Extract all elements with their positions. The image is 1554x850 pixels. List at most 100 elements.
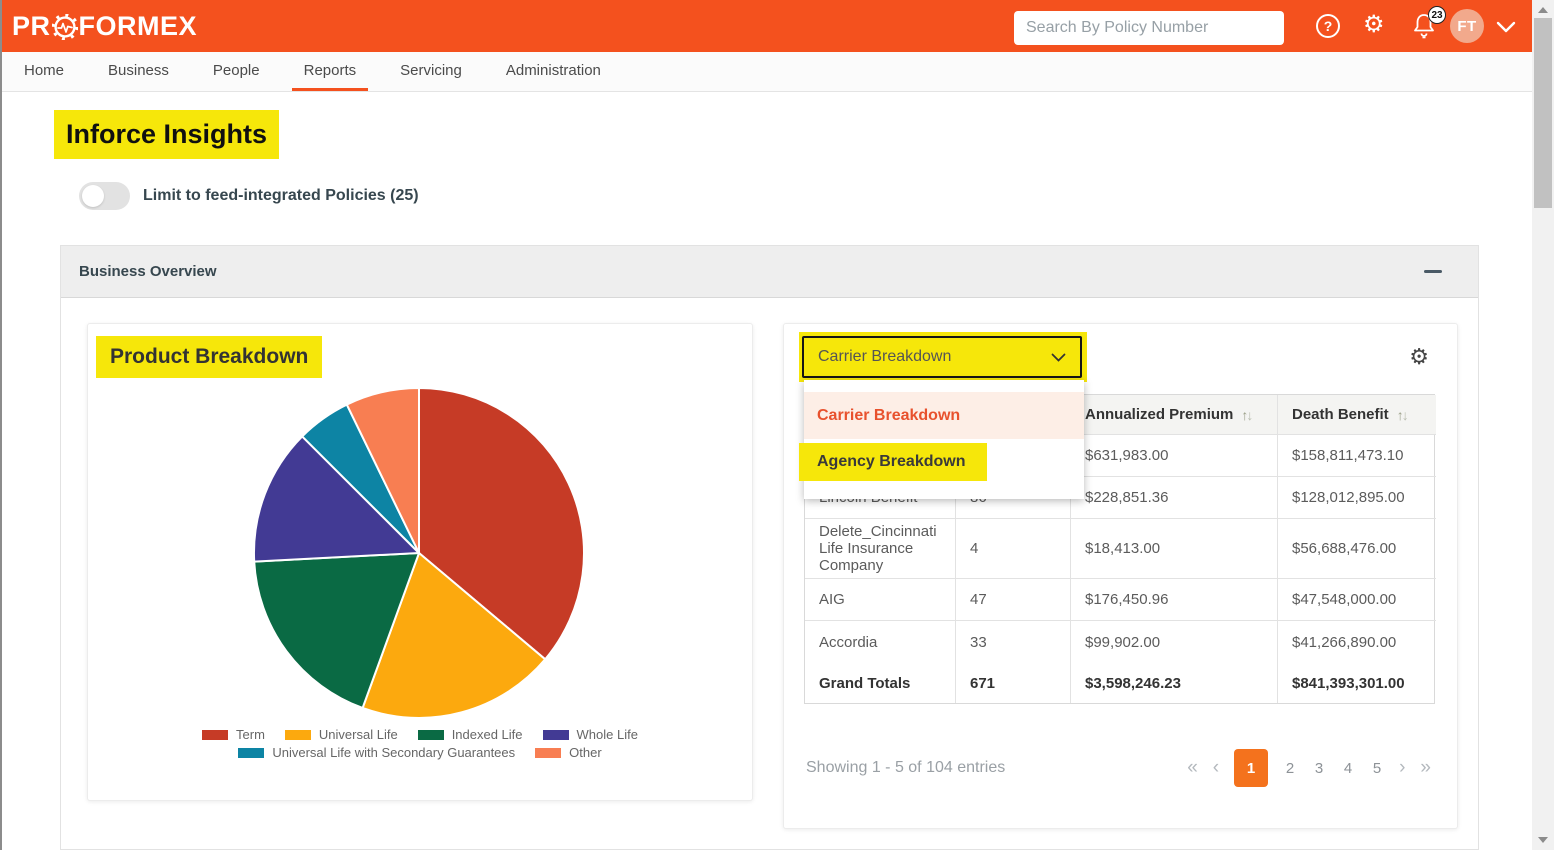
nav-item-servicing[interactable]: Servicing xyxy=(400,61,462,79)
policies-cell: 47 xyxy=(956,579,1071,621)
panel-title: Business Overview xyxy=(79,263,217,280)
settings-gear-icon[interactable]: ⚙ xyxy=(1363,11,1385,39)
page-button-3[interactable]: 3 xyxy=(1314,759,1324,777)
scroll-up-arrow[interactable] xyxy=(1532,2,1554,18)
premium-cell: $18,413.00 xyxy=(1071,519,1278,579)
nav-item-administration[interactable]: Administration xyxy=(505,61,601,79)
death-benefit-cell: $47,548,000.00 xyxy=(1278,579,1436,621)
vertical-scrollbar xyxy=(1532,0,1554,850)
notification-count-badge: 23 xyxy=(1428,6,1446,24)
page-button-4[interactable]: 4 xyxy=(1343,759,1353,777)
feed-policies-toggle[interactable] xyxy=(79,182,130,210)
legend-swatch xyxy=(542,729,569,740)
legend-item-universal-life[interactable]: Universal Life xyxy=(284,727,398,742)
grand-totals-row: Grand Totals 671 $3,598,246.23 $841,393,301… xyxy=(805,663,1434,703)
pie-slice-whole-life[interactable] xyxy=(252,435,420,563)
legend-label: Universal Life with Secondary Guarantees xyxy=(272,745,516,760)
legend-row: Universal Life with Secondary Guarantees… xyxy=(238,745,602,760)
legend-swatch xyxy=(202,729,229,740)
premium-cell: $228,851.36 xyxy=(1071,477,1278,519)
death-benefit-cell: $158,811,473.10 xyxy=(1278,435,1436,477)
proformex-logo[interactable]: PR FORMEX xyxy=(12,11,197,42)
dropdown-option-agency-breakdown[interactable]: Agency Breakdown xyxy=(799,439,1084,485)
sort-icon[interactable]: ↑↓ xyxy=(1241,406,1253,423)
carrier-cell: AIG xyxy=(805,579,956,621)
dropdown-option-carrier-breakdown[interactable]: Carrier Breakdown xyxy=(804,392,1084,439)
legend-item-indexed-life[interactable]: Indexed Life xyxy=(417,727,523,742)
legend-label: Other xyxy=(569,745,602,760)
carrier-cell: Delete_Cincinnati Life Insurance Company xyxy=(805,519,956,579)
page-title: Inforce Insights xyxy=(54,110,280,159)
avatar[interactable]: FT xyxy=(1450,9,1484,43)
logo-text-post: FORMEX xyxy=(78,10,198,41)
sort-icon[interactable]: ↑↓ xyxy=(1396,406,1409,423)
legend-label: Whole Life xyxy=(576,727,638,742)
collapse-panel-button[interactable] xyxy=(1424,262,1444,282)
logo-text-pre: PR xyxy=(12,10,51,41)
breakdown-dropdown-menu: Carrier Breakdown Agency Breakdown xyxy=(799,380,1084,499)
header-label: Annualized Premium xyxy=(1085,406,1234,423)
search-input[interactable] xyxy=(1014,11,1284,45)
scrollbar-thumb[interactable] xyxy=(1534,18,1552,208)
death-benefit-cell: $128,012,895.00 xyxy=(1278,477,1436,519)
page-button-2[interactable]: 2 xyxy=(1285,759,1295,777)
pie-slice-universal-life[interactable] xyxy=(361,552,547,719)
totals-policies-cell: 671 xyxy=(956,663,1071,703)
first-page-button[interactable]: « xyxy=(1187,757,1198,778)
showing-entries-text: Showing 1 - 5 of 104 entries xyxy=(806,759,1006,776)
legend-swatch xyxy=(284,729,311,740)
legend-item-term[interactable]: Term xyxy=(202,727,265,742)
scroll-down-arrow[interactable] xyxy=(1532,832,1554,848)
breakdown-selector[interactable]: Carrier Breakdown xyxy=(802,336,1082,378)
chart-title: Product Breakdown xyxy=(96,336,323,378)
legend-label: Term xyxy=(236,727,265,742)
page-button-1[interactable]: 1 xyxy=(1234,749,1269,787)
table-row: AIG 47 $176,450.96 $47,548,000.00 xyxy=(805,579,1436,621)
header-label: Death Benefit xyxy=(1292,406,1389,423)
legend-item-universal-life-with-secondary-guarantees[interactable]: Universal Life with Secondary Guarantees xyxy=(238,745,515,760)
legend-item-whole-life[interactable]: Whole Life xyxy=(542,727,638,742)
previous-page-button[interactable]: ‹ xyxy=(1212,757,1220,778)
table-row: Delete_Cincinnati Life Insurance Company… xyxy=(805,519,1436,579)
column-header-annualized-premium[interactable]: Annualized Premium ↑↓ xyxy=(1071,395,1278,435)
legend-label: Universal Life xyxy=(318,727,398,742)
main-nav: Home Business People Reports Servicing Admini… xyxy=(2,52,1534,92)
feed-toggle-row: Limit to feed-integrated Policies (25) xyxy=(79,182,419,210)
policies-cell: 33 xyxy=(956,621,1071,663)
product-breakdown-card: Product Breakdown Term Universal Life Inde… xyxy=(87,323,753,801)
pie-slice-other[interactable] xyxy=(345,386,420,554)
option-highlight: Agency Breakdown xyxy=(799,443,988,481)
gear-glyph: ⚙ xyxy=(1363,11,1385,38)
logo-gear-icon xyxy=(51,14,78,40)
nav-item-people[interactable]: People xyxy=(212,61,260,79)
last-page-button[interactable]: » xyxy=(1420,757,1431,778)
notifications-bell-icon[interactable]: 23 xyxy=(1412,6,1446,41)
legend-label: Indexed Life xyxy=(451,727,523,742)
product-breakdown-pie-chart xyxy=(252,386,586,719)
toggle-knob xyxy=(82,185,104,207)
legend-row: Term Universal Life Indexed Life Whole Life xyxy=(202,727,638,742)
column-header-death-benefit[interactable]: Death Benefit ↑↓ xyxy=(1278,395,1436,435)
legend-item-other[interactable]: Other xyxy=(535,745,602,760)
nav-item-business[interactable]: Business xyxy=(108,61,169,79)
legend-swatch xyxy=(535,747,562,758)
account-chevron-down-icon[interactable] xyxy=(1496,20,1516,38)
table-settings-gear-icon[interactable]: ⚙ xyxy=(1409,344,1429,370)
premium-cell: $176,450.96 xyxy=(1071,579,1278,621)
death-benefit-cell: $41,266,890.00 xyxy=(1292,633,1397,651)
pager: « ‹ 1 2 3 4 5 › » xyxy=(1187,749,1431,787)
page-button-5[interactable]: 5 xyxy=(1372,759,1382,777)
premium-cell: $631,983.00 xyxy=(1071,435,1278,477)
pie-slice-term[interactable] xyxy=(418,387,586,661)
business-overview-panel: Business Overview Product Breakdown Term… xyxy=(60,245,1479,850)
carrier-cell: Accordia xyxy=(805,621,956,663)
selector-highlight: Carrier Breakdown xyxy=(799,332,1087,382)
pie-slice-indexed-life[interactable] xyxy=(253,552,420,709)
top-header: PR FORMEX ? ⚙ 23 FT xyxy=(2,0,1534,52)
nav-item-home[interactable]: Home xyxy=(24,61,65,79)
help-icon[interactable]: ? xyxy=(1316,14,1340,38)
nav-item-reports[interactable]: Reports xyxy=(291,52,369,91)
next-page-button[interactable]: › xyxy=(1399,757,1406,778)
chart-legend: Term Universal Life Indexed Life Whole Life… xyxy=(88,727,752,760)
